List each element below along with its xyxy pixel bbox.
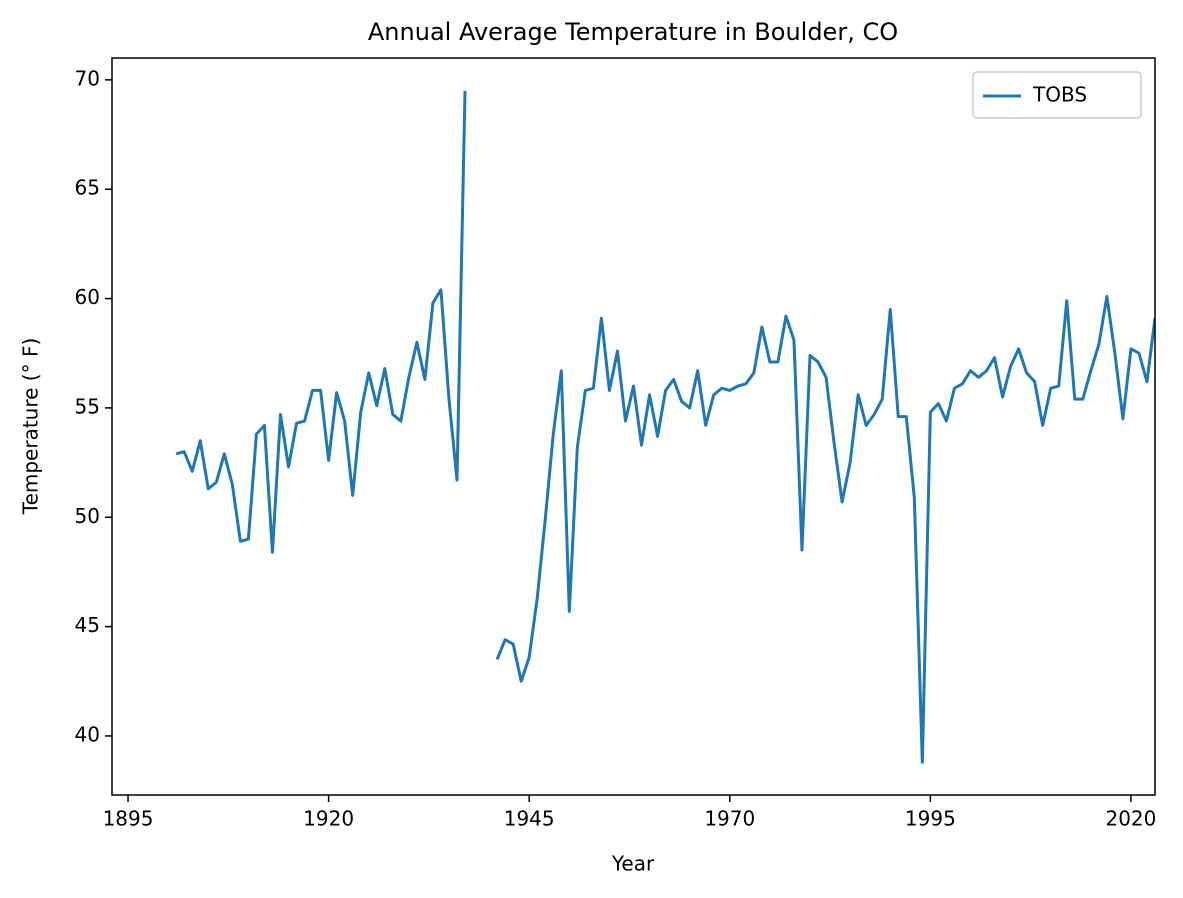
x-axis-label: Year	[611, 852, 655, 876]
chart-title: Annual Average Temperature in Boulder, C…	[368, 18, 898, 46]
legend-label: TOBS	[1032, 83, 1087, 107]
x-tick-label: 1995	[905, 807, 956, 831]
x-tick-label: 1970	[704, 807, 755, 831]
y-tick-label: 45	[75, 613, 100, 637]
data-line	[175, 90, 1155, 764]
x-tick-label: 2020	[1105, 807, 1156, 831]
y-tick-label: 60	[75, 285, 100, 309]
plot-frame	[111, 57, 1156, 796]
y-tick-label: 50	[75, 504, 100, 528]
y-tick-label: 65	[75, 176, 100, 200]
x-tick-label: 1920	[303, 807, 354, 831]
y-tick-label: 55	[75, 394, 100, 418]
y-tick-label: 70	[75, 66, 100, 90]
legend-box	[972, 71, 1142, 119]
y-axis-label: Temperature (° F)	[19, 338, 43, 516]
x-tick-label: 1945	[504, 807, 555, 831]
y-tick-label: 40	[75, 722, 100, 746]
x-tick-label: 1895	[103, 807, 154, 831]
